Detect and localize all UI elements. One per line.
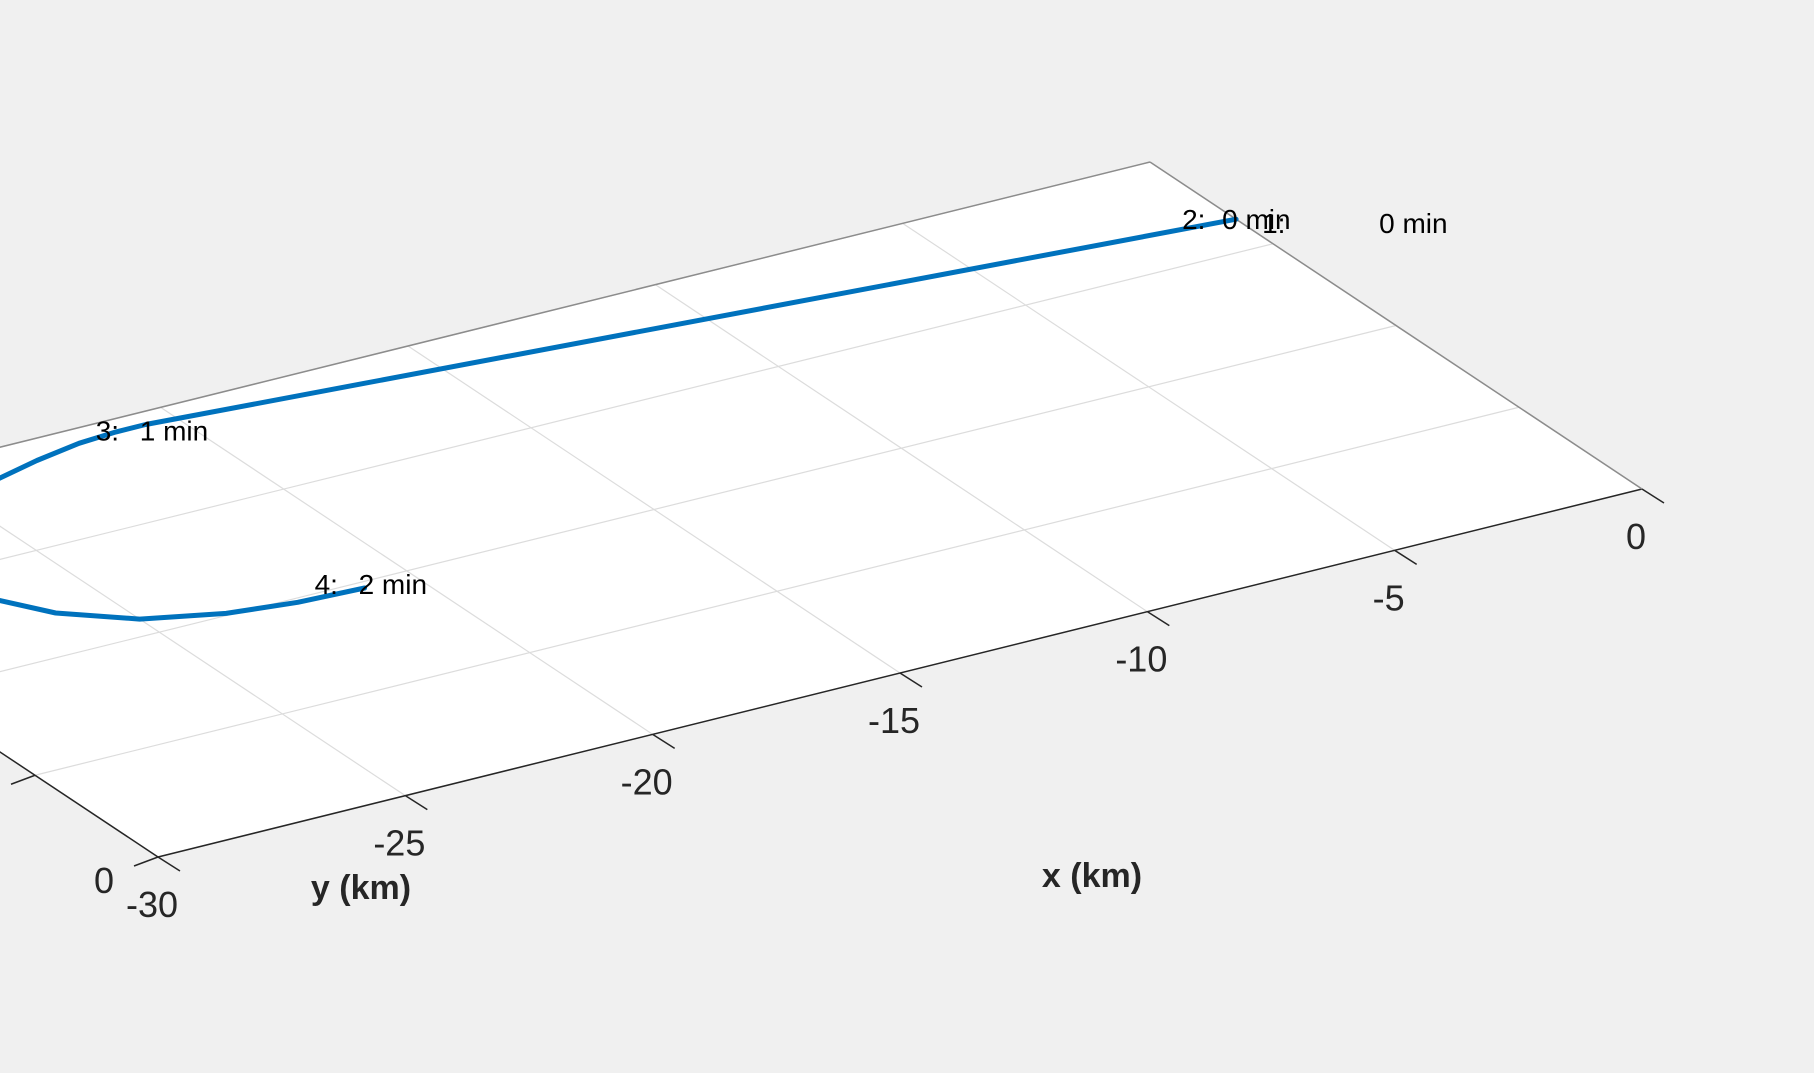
- y-tick-mark: [10, 774, 36, 785]
- y-axis-line: [0, 751, 159, 858]
- x-tick-mark: [1394, 549, 1418, 565]
- x-axis-ticks: -30 -25 -20 -15 -10 -5 0: [126, 488, 1665, 925]
- y-grid-line: [34, 406, 1520, 776]
- x-tick-label: -30: [126, 884, 178, 925]
- time-annotation: 2: 0 min: [1182, 204, 1290, 235]
- x-tick-mark: [899, 672, 923, 688]
- x-tick-label: -5: [1373, 577, 1405, 618]
- y-tick-mark: [133, 856, 159, 867]
- x-tick-label: 0: [1626, 516, 1646, 557]
- y-axis-ticks: 05101520: [10, 774, 159, 901]
- y-tick-label: 0: [94, 860, 114, 901]
- x-tick-mark: [404, 795, 428, 811]
- y-grid-line: [0, 324, 1397, 673]
- y-axis-label: y (km): [311, 869, 411, 907]
- x-tick-mark: [1641, 488, 1665, 504]
- back-edge-right: [1149, 161, 1643, 490]
- back-edge-top: [0, 161, 1151, 448]
- x-tick-mark: [652, 733, 676, 749]
- x-tick-mark: [1146, 611, 1170, 627]
- time-annotation: 1: 0 min: [1262, 208, 1447, 239]
- time-annotation: 4: 2 min: [315, 569, 427, 600]
- x-tick-label: -20: [621, 761, 673, 802]
- annotation-time: 2 min: [359, 569, 427, 600]
- axes-plane: [0, 162, 1642, 857]
- x-tick-label: -15: [868, 700, 920, 741]
- annotation-id: 4:: [315, 569, 338, 600]
- annotation-id: 3:: [96, 416, 119, 447]
- annotation-time: 1 min: [140, 416, 208, 447]
- annotation-id: 1:: [1262, 208, 1285, 239]
- trajectory-line: [0, 216, 1239, 622]
- time-annotation: 3: 1 min: [96, 416, 208, 447]
- x-tick-label: -25: [373, 823, 425, 864]
- x-tick-label: -10: [1115, 639, 1167, 680]
- annotation-time: 0 min: [1379, 208, 1447, 239]
- annotation-time: 0 min: [1222, 204, 1290, 235]
- x-tick-mark: [157, 856, 181, 872]
- x-axis-label: x (km): [1042, 857, 1142, 895]
- annotation-id: 2:: [1182, 204, 1205, 235]
- y-grid-line: [0, 243, 1274, 561]
